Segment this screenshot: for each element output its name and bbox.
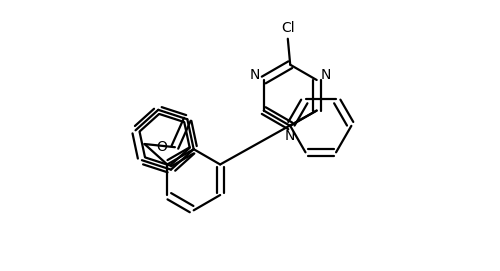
Text: Cl: Cl bbox=[281, 21, 294, 35]
Text: N: N bbox=[250, 68, 260, 82]
Text: N: N bbox=[285, 129, 296, 143]
Text: N: N bbox=[320, 68, 331, 82]
Text: O: O bbox=[156, 140, 168, 154]
